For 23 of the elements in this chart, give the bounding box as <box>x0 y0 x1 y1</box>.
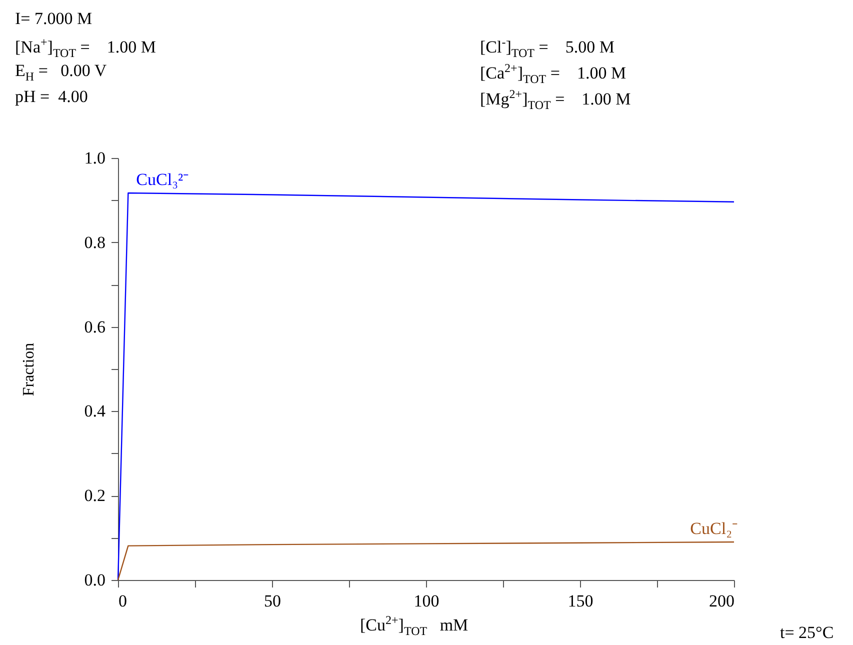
y-tick-label: 0.2 <box>84 486 106 506</box>
x-axis-title: [Cu$^{2+}$]$_{TOT}$ mM <box>360 613 468 638</box>
x-tick-label: 0 <box>118 592 127 610</box>
text: pH = 4.00 <box>15 87 88 106</box>
y-tick-label: 0.8 <box>84 232 106 252</box>
text: [Mg$^{2+}$]$_{TOT}$ = 1.00 M <box>480 87 631 112</box>
y-tick-label: 0.4 <box>84 402 106 421</box>
x-tick-label: 200 <box>709 592 734 610</box>
y-tick-label: 1.0 <box>84 148 106 168</box>
text: E$_{H}$ = 0.00 V <box>15 61 107 84</box>
text: I= 7.000 M <box>15 9 92 28</box>
series-label: CuCl₃²⁻ <box>136 170 190 190</box>
y-tick-label: 0.6 <box>84 317 106 336</box>
text: [Ca$^{2+}$]$_{TOT}$ = 1.00 M <box>480 61 626 86</box>
x-tick-label: 150 <box>568 592 594 610</box>
x-tick-label: 50 <box>264 592 281 610</box>
text: [Na$^{+}$]$_{TOT}$ = 1.00 M <box>15 35 156 60</box>
text: [Cl$^{-}$]$_{TOT}$ = 5.00 M <box>480 35 614 60</box>
x-tick-label: 100 <box>414 592 440 610</box>
y-axis-title: Fraction <box>20 342 38 396</box>
text: t= 25°C <box>780 623 834 642</box>
series-label: CuCl₂⁻ <box>690 519 738 538</box>
y-tick-label: 0.0 <box>84 570 106 590</box>
